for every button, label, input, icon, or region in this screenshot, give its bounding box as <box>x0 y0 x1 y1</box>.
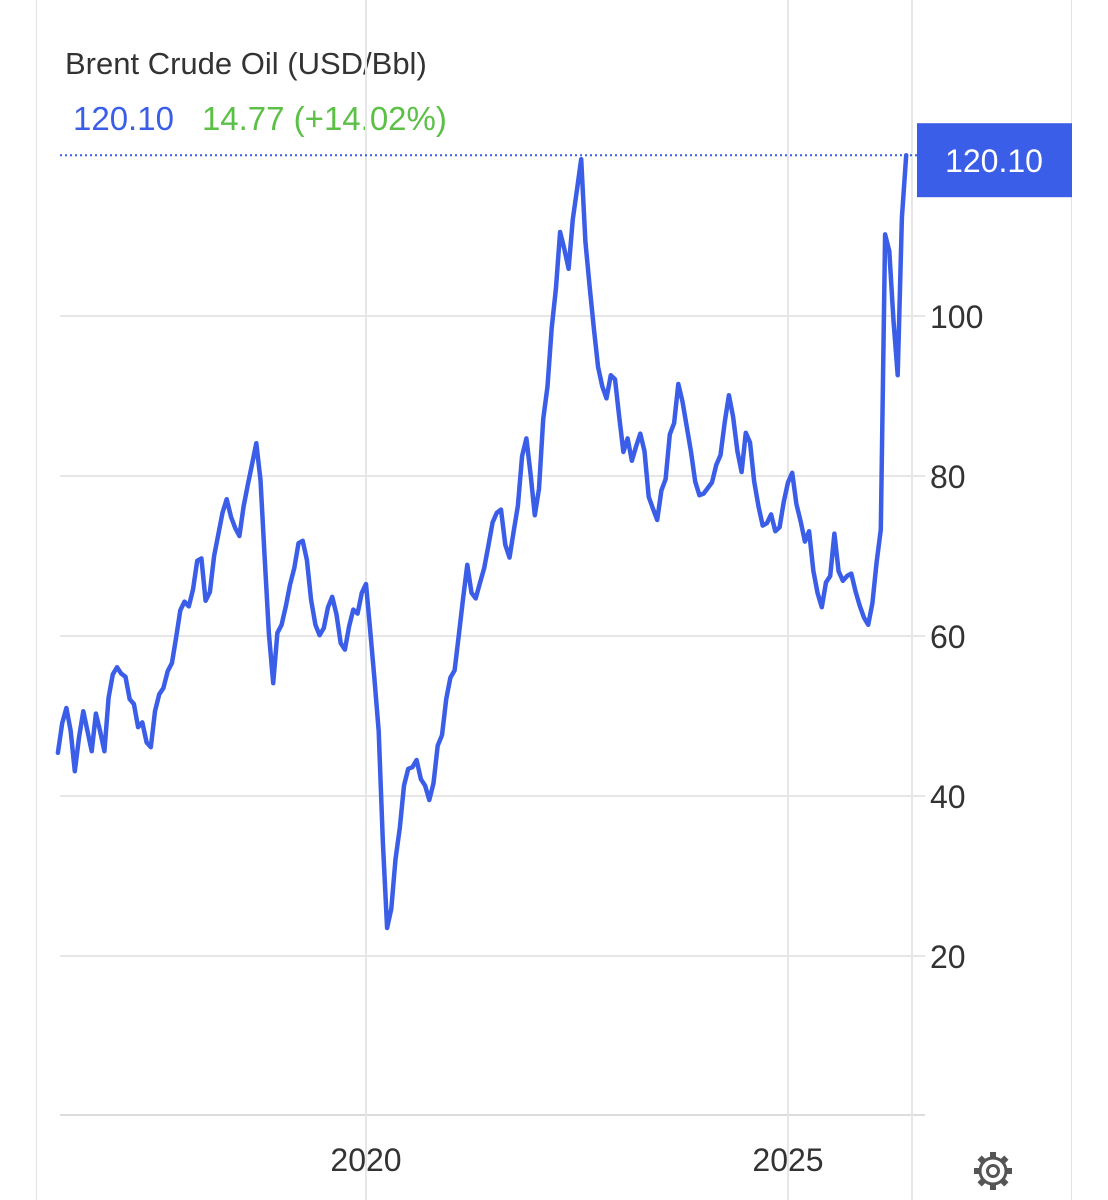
price-quote: 120.10 14.77 (+14.02%) <box>73 100 447 138</box>
x-tick-label: 2020 <box>330 1142 401 1178</box>
x-tick-label: 2025 <box>752 1142 823 1178</box>
y-tick-label: 20 <box>930 939 966 975</box>
chart-frame-right <box>1071 0 1072 1200</box>
y-tick-label: 60 <box>930 619 966 655</box>
y-tick-label: 100 <box>930 299 983 335</box>
settings-button[interactable] <box>970 1148 1016 1194</box>
series-line <box>55 152 909 931</box>
current-price: 120.10 <box>73 100 174 137</box>
price-change: 14.77 (+14.02%) <box>201 100 447 137</box>
y-tick-label: 40 <box>930 779 966 815</box>
last-value-badge <box>917 123 1072 198</box>
y-tick-label: 80 <box>930 459 966 495</box>
gear-icon <box>974 1152 1012 1190</box>
chart-frame-left <box>36 0 37 1200</box>
last-value-label: 120.10 <box>945 143 1043 179</box>
